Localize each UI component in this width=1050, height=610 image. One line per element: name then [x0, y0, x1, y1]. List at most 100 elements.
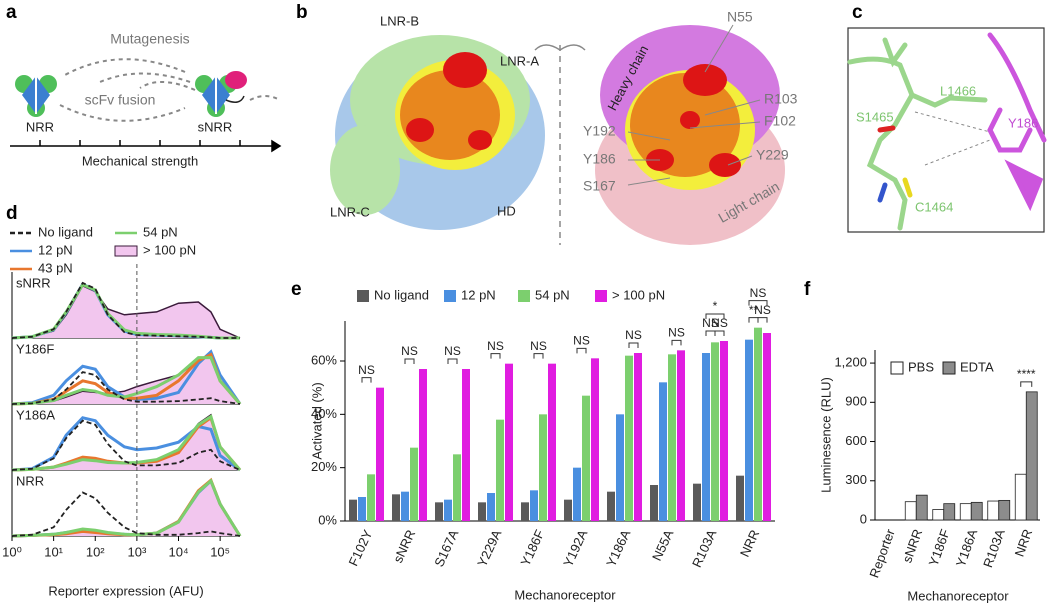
bar [720, 341, 728, 521]
significance-label: NS [702, 316, 719, 330]
bar [998, 499, 1011, 521]
significance-label: NS [358, 363, 375, 377]
legend-label: 12 pN [461, 287, 496, 302]
bar [358, 497, 366, 521]
nrr-icon [15, 75, 57, 117]
bar [573, 467, 581, 521]
bar [943, 503, 956, 521]
x-tick-label: NRR [1012, 527, 1036, 559]
legend-label: 54 pN [143, 224, 178, 239]
label: F102 [764, 113, 796, 129]
bar [462, 369, 470, 521]
x-tick-label: Y186A [603, 527, 633, 569]
bar [410, 447, 418, 521]
density-area [12, 354, 240, 404]
density-line [11, 416, 241, 472]
legend-swatch [357, 290, 369, 302]
surface-right [595, 25, 785, 245]
density-line [11, 419, 241, 471]
panel-label: NRR [16, 473, 44, 488]
bar [659, 382, 667, 521]
panel-letter: d [6, 203, 18, 224]
x-tick-label: 10⁴ [168, 544, 188, 559]
significance-label: NS [750, 286, 767, 300]
axis-label: Mechanical strength [82, 153, 198, 168]
bar [625, 355, 633, 521]
leaders [627, 24, 761, 186]
panel-label: Y186A [16, 407, 55, 422]
legend-label: > 100 pN [612, 287, 665, 302]
bar [530, 490, 538, 521]
label: LNR-A [500, 53, 539, 68]
legend-label: PBS [908, 359, 934, 374]
x-tick-label: 10² [86, 544, 105, 559]
bar [763, 333, 771, 521]
bar [745, 339, 753, 521]
significance-label: NS [754, 303, 771, 317]
significance-bracket [748, 300, 768, 306]
surface-left [330, 35, 545, 230]
x-tick-label: 10⁵ [210, 544, 230, 559]
x-tick-label: 10⁰ [2, 544, 22, 559]
significance-label: ** [749, 303, 759, 317]
label: LNR-C [330, 204, 370, 219]
label: Y192 [583, 123, 616, 139]
panel-label: sNRR [16, 275, 51, 290]
label: Y186 [583, 151, 616, 167]
bar [1025, 391, 1038, 521]
label: S167 [583, 178, 616, 194]
label: Y229 [756, 147, 789, 163]
axis [10, 139, 282, 153]
x-tick-label: 10¹ [44, 544, 63, 559]
bar [987, 500, 1000, 521]
bar [736, 475, 744, 521]
bar [677, 350, 685, 521]
bar [419, 369, 427, 521]
y-axis-label: Activated (%) [309, 382, 324, 459]
legend-swatch [518, 290, 530, 302]
significance-bracket [1020, 381, 1033, 387]
bar [754, 327, 762, 521]
bar [487, 493, 495, 521]
structure [847, 32, 1047, 231]
label: sNRR [198, 119, 233, 134]
significance-label: NS [573, 334, 590, 348]
label: HD [497, 203, 516, 218]
significance-label: **** [1017, 367, 1036, 381]
bar [478, 502, 486, 521]
panel-letter: f [804, 279, 811, 300]
bar [444, 499, 452, 521]
bar [435, 502, 443, 521]
bar [376, 387, 384, 521]
x-tick-label: sNRR [390, 527, 418, 565]
label: N55 [727, 9, 753, 25]
y-tick-label: 600 [845, 433, 867, 448]
density-line [11, 371, 241, 405]
legend-label: No ligand [38, 224, 93, 239]
y-tick-label: 900 [845, 394, 867, 409]
legend-label: 54 pN [535, 287, 570, 302]
x-tick-label: Y192A [560, 527, 590, 569]
legend-swatch [114, 245, 138, 257]
panel-letter: a [6, 2, 17, 23]
bar [616, 414, 624, 521]
annotation: Mutagenesis [110, 31, 189, 47]
x-tick-label: Y186A [953, 527, 981, 569]
panel-letter: b [296, 2, 308, 23]
annotation: scFv fusion [85, 92, 156, 108]
bar [521, 502, 529, 521]
panel-letter: e [291, 279, 302, 300]
label: NRR [26, 119, 54, 134]
arrows [59, 58, 281, 122]
significance-bracket [361, 377, 372, 383]
significance-label: * [713, 299, 718, 313]
density-area [12, 480, 240, 536]
legend-swatch [595, 290, 607, 302]
panel-letter: c [852, 2, 863, 23]
label: Y186 [1008, 115, 1038, 130]
legend-swatch [444, 290, 456, 302]
significance-bracket [533, 353, 544, 359]
density-line [11, 478, 242, 538]
significance-bracket [447, 358, 458, 364]
